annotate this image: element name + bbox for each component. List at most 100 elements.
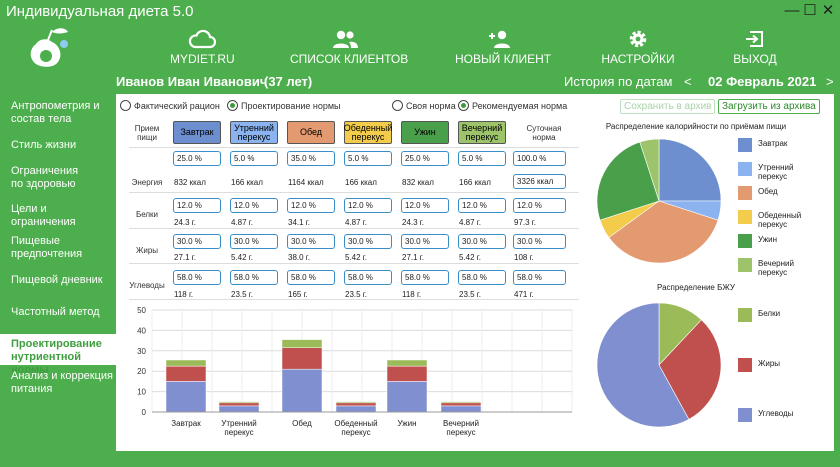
- fat-pct-input[interactable]: 30.0 %: [344, 234, 392, 249]
- energy-pct-input[interactable]: 5.0 %: [230, 151, 278, 166]
- legend-label: Белки: [758, 309, 781, 318]
- maximize-button[interactable]: ☐: [803, 2, 817, 19]
- minimize-button[interactable]: —: [784, 2, 800, 19]
- calorie-pie-title: Распределение калорийности по приёмам пи…: [605, 122, 787, 131]
- radio-fact[interactable]: Фактический рацион: [120, 100, 220, 111]
- bar-segment: [165, 365, 207, 382]
- meal-header-cell[interactable]: Ужин: [401, 121, 449, 144]
- nav-settings[interactable]: НАСТРОЙКИ: [600, 24, 676, 70]
- sidebar-item-label: Ограничения по здоровью: [11, 165, 79, 190]
- daily-protein-pct-input[interactable]: 12.0 %: [513, 198, 566, 213]
- client-name: Иванов Иван Иванович: [116, 74, 268, 89]
- fat-pct-input[interactable]: 30.0 %: [230, 234, 278, 249]
- energy-value: 1164 ккал: [288, 178, 324, 187]
- close-button[interactable]: ✕: [821, 2, 835, 19]
- legend-swatch: [738, 258, 752, 272]
- protein-pct-input[interactable]: 12.0 %: [458, 198, 506, 213]
- bar-segment: [218, 405, 260, 413]
- nav-new-client-label: НОВЫЙ КЛИЕНТ: [455, 52, 552, 66]
- daily-fat-pct-input[interactable]: 30.0 %: [513, 234, 566, 249]
- protein-pct-input[interactable]: 12.0 %: [173, 198, 221, 213]
- bar-segment: [386, 365, 428, 382]
- daily-carbs-pct-input[interactable]: 58.0 %: [513, 270, 566, 285]
- fat-value: 5.42 г.: [459, 253, 481, 262]
- bar-segment: [335, 405, 377, 413]
- energy-value: 832 ккал: [402, 178, 434, 187]
- protein-pct-input[interactable]: 12.0 %: [230, 198, 278, 213]
- fat-pct-input[interactable]: 30.0 %: [401, 234, 449, 249]
- protein-pct-input[interactable]: 12.0 %: [287, 198, 335, 213]
- nav-mydiet-label: MYDIET.RU: [170, 52, 235, 66]
- radio-own-norm[interactable]: Своя норма: [392, 100, 456, 111]
- carbs-value: 165 г.: [288, 290, 308, 299]
- legend-label: Жиры: [758, 359, 781, 368]
- nav-mydiet[interactable]: MYDIET.RU: [170, 24, 235, 70]
- app-title: Индивидуальная диета 5.0: [6, 3, 194, 20]
- daily-energy-pct-input[interactable]: 100.0 %: [513, 151, 566, 166]
- carbs-pct-input[interactable]: 58.0 %: [287, 270, 335, 285]
- energy-pct-input[interactable]: 35.0 %: [287, 151, 335, 166]
- bar-segment: [165, 359, 207, 367]
- radio-design[interactable]: Проектирование нормы: [227, 100, 341, 111]
- sidebar-item-anthropometry[interactable]: Антропометрия и состав тела: [0, 100, 116, 126]
- gear-icon: [629, 30, 647, 48]
- nav-client-list[interactable]: СПИСОК КЛИЕНТОВ: [290, 24, 409, 70]
- category-label: Утренний перекус: [221, 419, 256, 437]
- legend-label: Утренний перекус: [758, 163, 794, 181]
- load-archive-button[interactable]: Загрузить из архива: [718, 99, 820, 114]
- save-archive-button[interactable]: Сохранить в архив: [620, 99, 716, 114]
- meal-header-cell[interactable]: Обед: [287, 121, 335, 144]
- bar-segment: [386, 381, 428, 413]
- sidebar-item-label: Проектирование нутриентной нормы: [11, 338, 102, 376]
- carbs-pct-input[interactable]: 58.0 %: [173, 270, 221, 285]
- radio-recommended[interactable]: Рекомендуемая норма: [458, 100, 567, 111]
- carbs-pct-input[interactable]: 58.0 %: [458, 270, 506, 285]
- fat-pct-input[interactable]: 30.0 %: [458, 234, 506, 249]
- meal-header-cell[interactable]: Завтрак: [173, 121, 221, 144]
- carbs-pct-input[interactable]: 58.0 %: [230, 270, 278, 285]
- prev-date-button[interactable]: <: [684, 74, 692, 89]
- bar-segment: [440, 402, 482, 407]
- next-date-button[interactable]: >: [826, 74, 834, 89]
- legend-label: Ужин: [758, 235, 778, 244]
- meal-header-cell[interactable]: Обеденный перекус: [344, 121, 392, 144]
- y-tick-label: 0: [142, 408, 147, 417]
- daily-energy-value[interactable]: 3326 ккал: [513, 174, 566, 189]
- bar-segment: [386, 359, 428, 367]
- fat-value: 38.0 г.: [288, 253, 310, 262]
- fat-pct-input[interactable]: 30.0 %: [287, 234, 335, 249]
- meal-header-cell[interactable]: Вечерний перекус: [458, 121, 506, 144]
- nav-new-client[interactable]: НОВЫЙ КЛИЕНТ: [455, 24, 552, 70]
- energy-pct-input[interactable]: 25.0 %: [173, 151, 221, 166]
- protein-value: 4.87 г.: [345, 218, 367, 227]
- protein-pct-input[interactable]: 12.0 %: [401, 198, 449, 213]
- nav-exit[interactable]: ВЫХОД: [730, 24, 780, 70]
- macro-bar-chart: 0 10 20 30 40 50 Завтрак Утренний перекус Обед Обе…: [137, 306, 573, 437]
- sidebar-item-label: Стиль жизни: [11, 139, 77, 151]
- history-label: История по датам: [564, 74, 673, 89]
- energy-pct-input[interactable]: 25.0 %: [401, 151, 449, 166]
- carbs-pct-input[interactable]: 58.0 %: [344, 270, 392, 285]
- protein-pct-input[interactable]: 12.0 %: [344, 198, 392, 213]
- sidebar-item-health-restrictions[interactable]: Ограничения по здоровью: [0, 165, 116, 191]
- nav-client-list-label: СПИСОК КЛИЕНТОВ: [290, 52, 409, 66]
- fat-value: 27.1 г.: [174, 253, 196, 262]
- energy-value: 166 ккал: [231, 178, 263, 187]
- fat-pct-input[interactable]: 30.0 %: [173, 234, 221, 249]
- sidebar-item-goals[interactable]: Цели и ограничения: [0, 203, 116, 229]
- energy-pct-input[interactable]: 5.0 %: [458, 151, 506, 166]
- bar-segment: [335, 401, 377, 404]
- pie-slice: [608, 200, 719, 264]
- sidebar-item-analysis[interactable]: Анализ и коррекция питания: [0, 370, 116, 396]
- meal-header-cell[interactable]: Утренний перекус: [230, 121, 278, 144]
- sidebar-item-food-preferences[interactable]: Пищевые предпочтения: [0, 235, 116, 261]
- carbs-pct-input[interactable]: 58.0 %: [401, 270, 449, 285]
- sidebar-item-nutrient-design[interactable]: Проектирование нутриентной нормы: [0, 334, 116, 376]
- sidebar-item-food-diary[interactable]: Пищевой дневник: [0, 274, 116, 287]
- legend-swatch: [738, 138, 752, 152]
- carbs-label: Углеводы: [129, 281, 165, 290]
- sidebar-item-frequency-method[interactable]: Частотный метод: [0, 306, 116, 319]
- energy-pct-input[interactable]: 5.0 %: [344, 151, 392, 166]
- sidebar-item-lifestyle[interactable]: Стиль жизни: [0, 139, 116, 152]
- add-user-icon: [489, 30, 510, 48]
